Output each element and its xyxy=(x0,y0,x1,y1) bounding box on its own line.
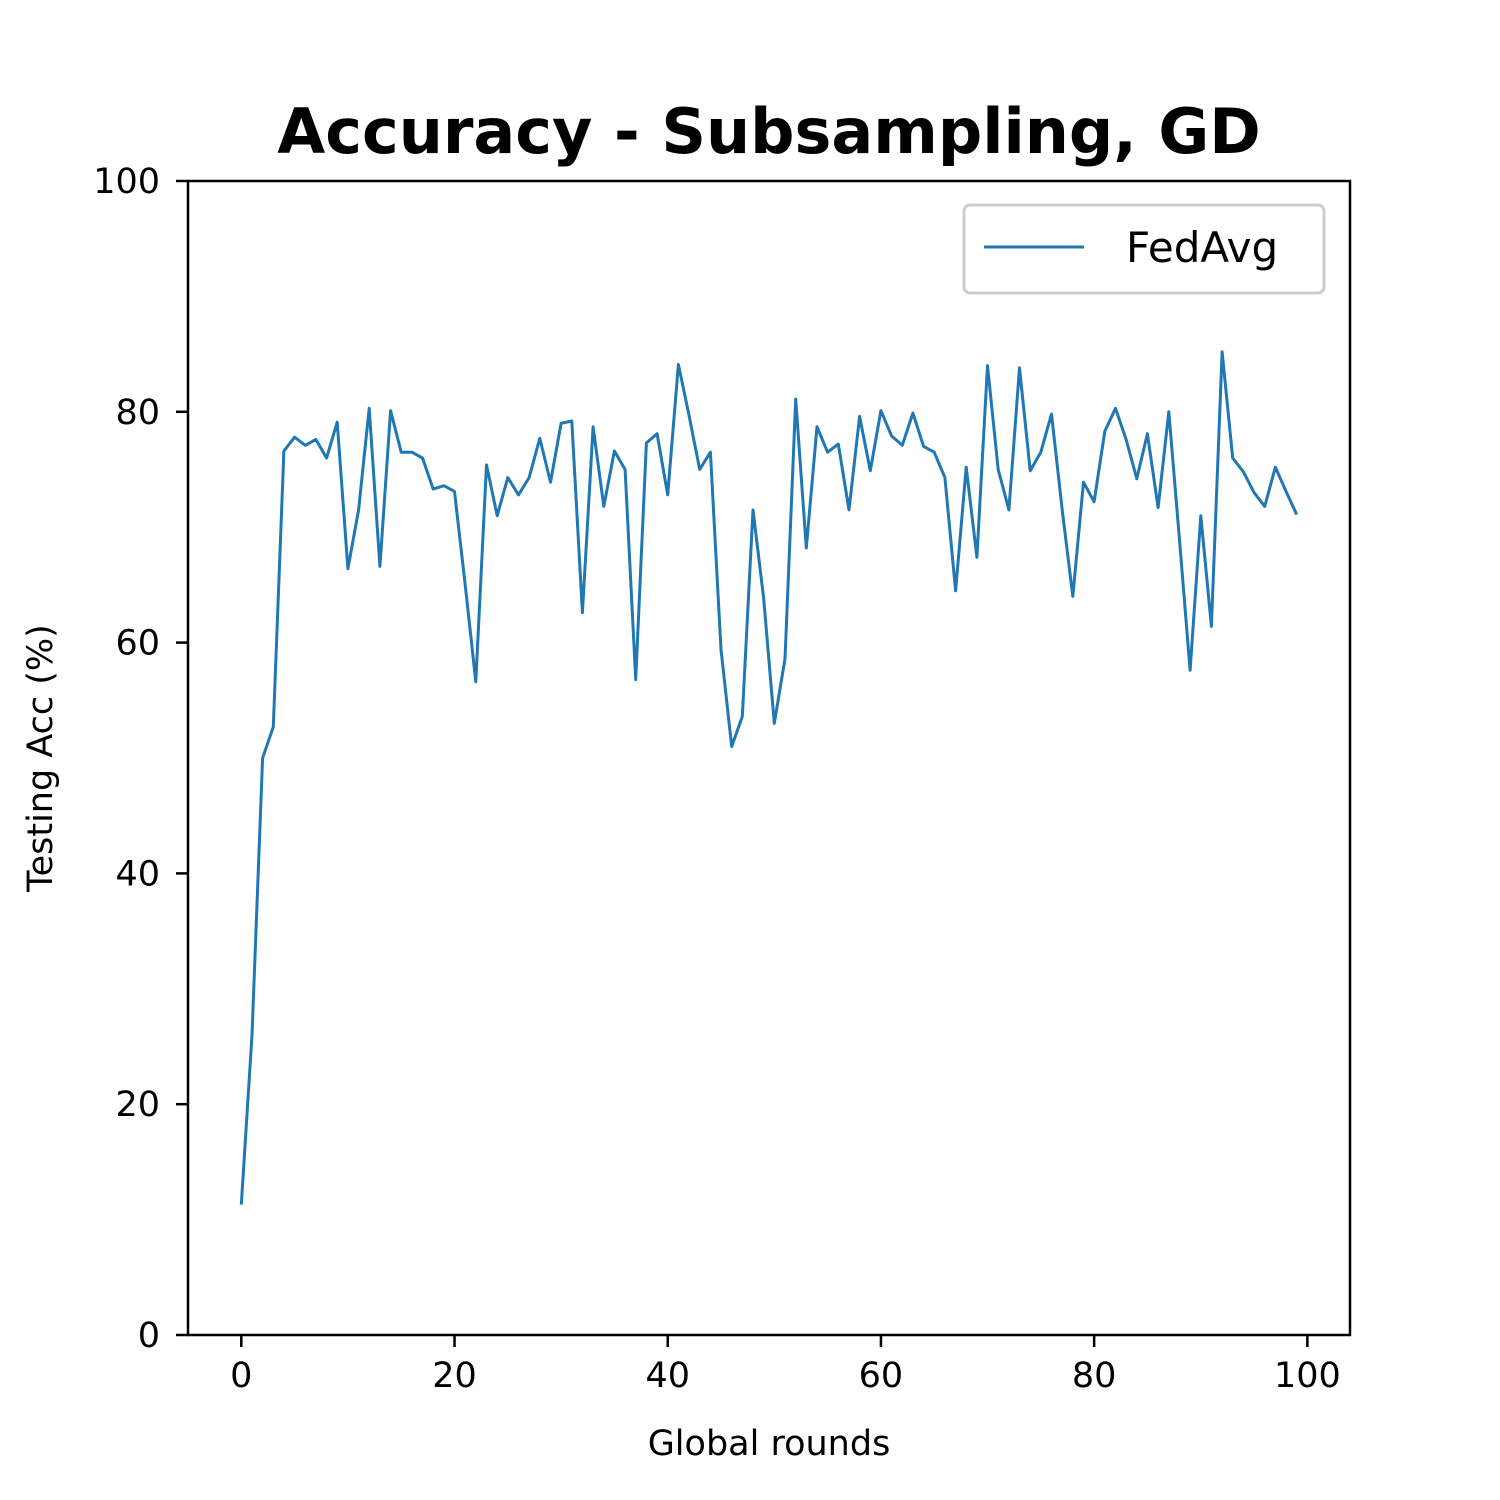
chart-title: Accuracy - Subsampling, GD xyxy=(277,95,1261,168)
x-axis: 0 20 40 60 80 100 xyxy=(230,1335,1341,1396)
x-axis-label: Global rounds xyxy=(648,1424,891,1464)
y-tick-label: 40 xyxy=(115,854,160,894)
x-tick-label: 80 xyxy=(1072,1356,1117,1396)
x-tick-label: 60 xyxy=(859,1356,904,1396)
y-tick-label: 0 xyxy=(138,1316,160,1356)
legend: FedAvg xyxy=(962,203,1326,295)
y-tick-label: 20 xyxy=(115,1085,160,1125)
legend-box xyxy=(962,203,1326,295)
y-axis: 0 20 40 60 80 100 xyxy=(93,162,188,1356)
y-axis-label: Testing Acc (%) xyxy=(21,624,61,893)
y-tick-label: 80 xyxy=(115,393,160,433)
x-tick-label: 0 xyxy=(230,1356,252,1396)
x-tick-label: 20 xyxy=(432,1356,477,1396)
legend-label-fedavg: FedAvg xyxy=(1126,223,1278,272)
y-tick-label: 60 xyxy=(115,624,160,664)
x-tick-label: 40 xyxy=(645,1356,690,1396)
series-line-fedavg xyxy=(239,350,1299,1205)
x-tick-label: 100 xyxy=(1274,1356,1341,1396)
axes-frame xyxy=(186,179,1352,1337)
plot-area xyxy=(186,179,1352,1337)
y-tick-label: 100 xyxy=(93,162,160,202)
